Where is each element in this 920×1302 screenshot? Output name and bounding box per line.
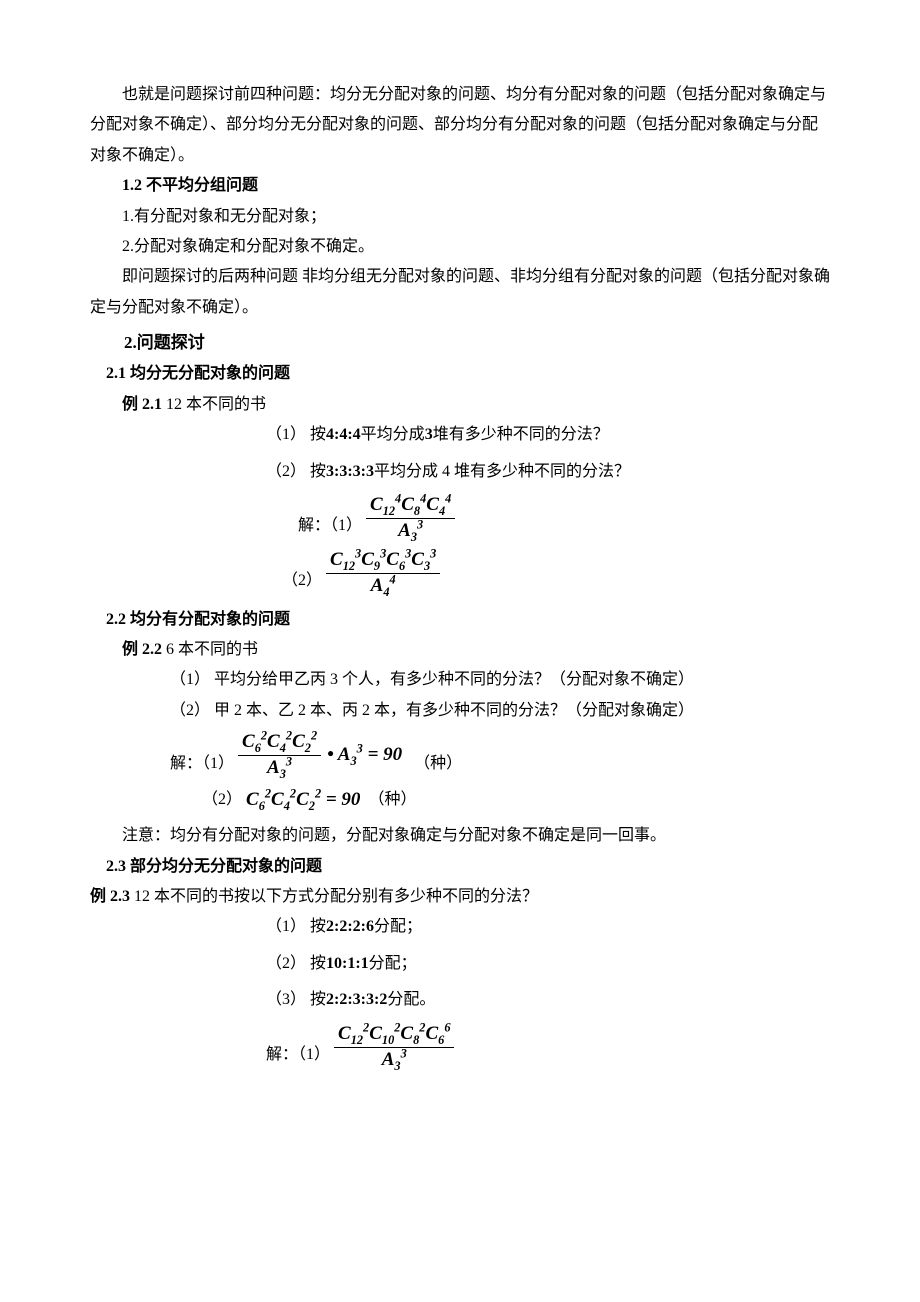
numerator: C122C102C82C66	[334, 1024, 454, 1048]
denominator: A33	[334, 1048, 454, 1071]
heading-2-1: 2.1 均分无分配对象的问题	[90, 359, 830, 389]
q-pre: （2） 按	[266, 463, 326, 480]
solution-label: （2）	[282, 566, 322, 596]
solution-label: 解：（1）	[266, 1040, 330, 1070]
formula-mult: • A33 = 90	[327, 745, 402, 766]
q-ratio: 10:1:1	[326, 955, 369, 972]
example-2-2: 例 2.2 6 本不同的书	[90, 635, 830, 665]
question-2-1-1: （1） 按4:4:4平均分成3堆有多少种不同的分法？	[90, 420, 830, 450]
formula-2-1-1: C124C84C44 A33	[366, 495, 455, 542]
unit-label: （种）	[414, 755, 462, 772]
q-pre: （2） 按	[266, 955, 326, 972]
example-label: 例 2.2	[122, 641, 162, 658]
numerator: C62C42C22	[238, 732, 321, 756]
q-ratio: 2:2:2:6	[326, 918, 374, 935]
solution-2-1-2: （2） C123C93C63C33 A44	[90, 550, 830, 597]
solution-label: （2）	[202, 785, 242, 815]
q-mid: 平均分成	[361, 426, 425, 443]
denominator: A33	[238, 756, 321, 779]
example-2-3: 例 2.3 12 本不同的书按以下方式分配分别有多少种不同的分法？	[90, 882, 830, 912]
heading-2-3: 2.3 部分均分无分配对象的问题	[90, 852, 830, 882]
question-2-3-3: （3） 按2:2:3:3:2分配。	[90, 985, 830, 1015]
q-pre: （1） 按	[266, 918, 326, 935]
example-label: 例 2.1	[122, 396, 162, 413]
example-text: 6 本不同的书	[162, 641, 258, 658]
q-pre: （1） 按	[266, 426, 326, 443]
question-2-2-1: （1） 平均分给甲乙丙 3 个人，有多少种不同的分法？（分配对象不确定）	[90, 665, 830, 695]
example-text: 12 本不同的书	[162, 396, 266, 413]
denominator: A33	[366, 519, 455, 542]
solution-2-3-1: 解：（1） C122C102C82C66 A33	[90, 1024, 830, 1071]
q-post: 分配；	[374, 918, 422, 935]
solution-2-1-1: 解：（1） C124C84C44 A33	[90, 495, 830, 542]
list-item-2: 2.分配对象确定和分配对象不确定。	[90, 232, 830, 262]
q-post: 分配；	[369, 955, 417, 972]
formula-2-1-2: C123C93C63C33 A44	[326, 550, 440, 597]
numerator: C124C84C44	[366, 495, 455, 519]
list-item-1: 1.有分配对象和无分配对象；	[90, 202, 830, 232]
q-post: 平均分成 4 堆有多少种不同的分法？	[374, 463, 630, 480]
intro-paragraph-1: 也就是问题探讨前四种问题：均分无分配对象的问题、均分有分配对象的问题（包括分配对…	[90, 80, 830, 171]
numerator: C123C93C63C33	[326, 550, 440, 574]
question-2-3-2: （2） 按10:1:1分配；	[90, 949, 830, 979]
solution-2-2-2: （2） C62C42C22 = 90 （种）	[90, 785, 830, 815]
q-ratio: 4:4:4	[326, 426, 361, 443]
formula-2-3-1: C122C102C82C66 A33	[334, 1024, 454, 1071]
q-ratio: 3:3:3:3	[326, 463, 374, 480]
example-text: 12 本不同的书按以下方式分配分别有多少种不同的分法？	[130, 888, 538, 905]
formula-2-2-1-frac: C62C42C22 A33	[238, 732, 321, 779]
example-2-1: 例 2.1 12 本不同的书	[90, 390, 830, 420]
formula-2-2-2: C62C42C22 = 90	[246, 790, 360, 811]
denominator: A44	[326, 574, 440, 597]
intro-paragraph-2: 即问题探讨的后两种问题 非均分组无分配对象的问题、非均分组有分配对象的问题（包括…	[90, 262, 830, 323]
unit-label: （种）	[368, 791, 416, 808]
q-post: 堆有多少种不同的分法？	[433, 426, 609, 443]
q-pre: （3） 按	[266, 991, 326, 1008]
solution-label: 解：（1）	[170, 749, 234, 779]
heading-2-2: 2.2 均分有分配对象的问题	[90, 605, 830, 635]
q-n: 3	[425, 426, 433, 443]
note-2-2: 注意：均分有分配对象的问题，分配对象确定与分配对象不确定是同一回事。	[90, 821, 830, 851]
q-post: 分配。	[387, 991, 435, 1008]
solution-label: 解：（1）	[298, 511, 362, 541]
question-2-1-2: （2） 按3:3:3:3平均分成 4 堆有多少种不同的分法？	[90, 457, 830, 487]
solution-2-2-1: 解：（1） C62C42C22 A33 • A33 = 90 （种）	[90, 732, 830, 779]
question-2-2-2: （2） 甲 2 本、乙 2 本、丙 2 本，有多少种不同的分法？（分配对象确定）	[90, 696, 830, 726]
heading-1-2: 1.2 不平均分组问题	[90, 171, 830, 201]
q-ratio: 2:2:3:3:2	[326, 991, 387, 1008]
heading-2: 2.问题探讨	[90, 327, 830, 359]
example-label: 例 2.3	[90, 888, 130, 905]
question-2-3-1: （1） 按2:2:2:6分配；	[90, 912, 830, 942]
